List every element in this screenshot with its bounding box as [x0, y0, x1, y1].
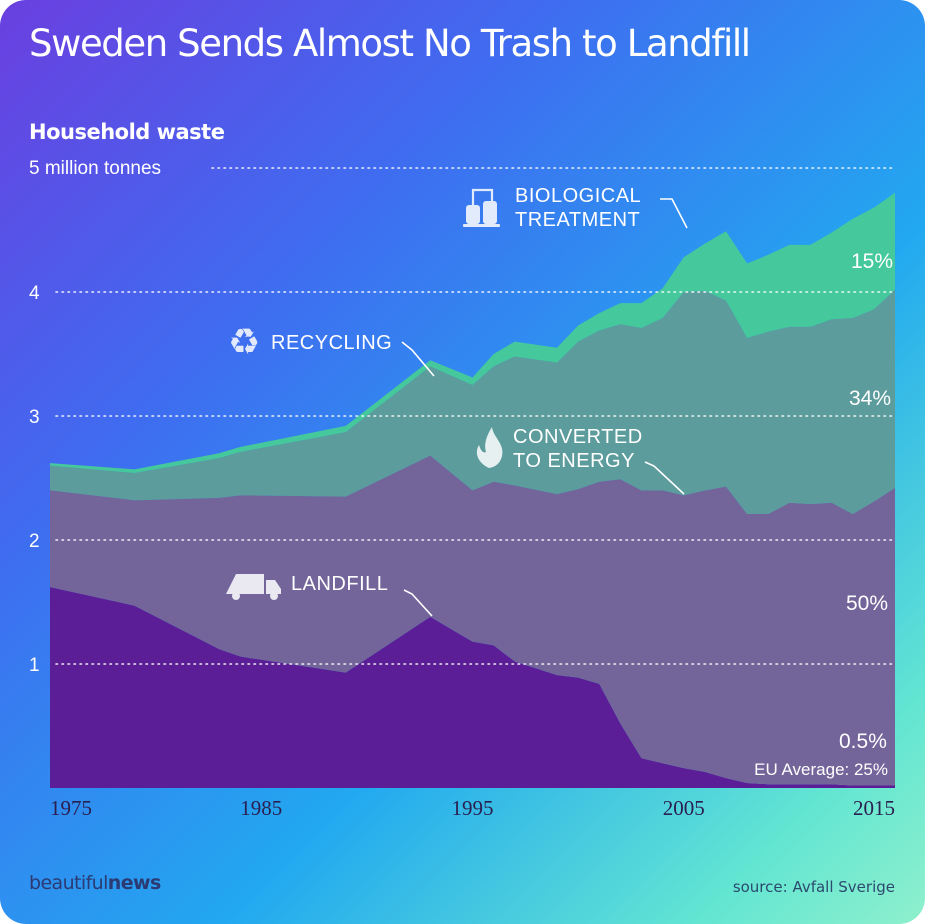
series-area-energy	[50, 455, 895, 786]
annotation-biological-line-1: BIOLOGICAL	[515, 185, 641, 207]
y-tick-label: 3	[29, 407, 40, 428]
annotation-energy-line-2: TO ENERGY	[513, 450, 635, 472]
annotation-landfill: LANDFILL	[226, 573, 433, 617]
series-area-landfill	[50, 587, 895, 788]
x-tick-label: 1985	[240, 796, 282, 820]
eu-average-label: EU Average: 25%	[754, 760, 888, 779]
annotation-biological-line-2: TREATMENT	[515, 209, 640, 231]
y-tick-label: 2	[29, 531, 40, 552]
y-tick-label: 1	[29, 655, 40, 676]
annotation-landfill-leader	[403, 589, 433, 617]
chart-subtitle: Household waste	[29, 120, 225, 144]
y-tick-label: 4	[29, 283, 40, 304]
source-credit: source: Avfall Sverige	[732, 878, 895, 896]
brand-logo: beautifulnews	[29, 872, 161, 894]
annotation-energy-leader	[644, 461, 685, 495]
x-tick-labels: 1975 1985 1995 2005 2015	[50, 796, 895, 820]
x-tick-label: 2005	[663, 796, 705, 820]
annotation-landfill-label: LANDFILL	[291, 573, 388, 595]
share-landfill-label: 0.5%	[839, 730, 887, 753]
tanks-icon	[463, 188, 500, 227]
share-recycling-label: 34%	[849, 387, 891, 410]
truck-icon	[226, 574, 281, 600]
flame-icon	[476, 427, 503, 468]
gridlines	[55, 167, 896, 665]
y-unit-label: 5 million tonnes	[29, 158, 161, 179]
series-area-recycling	[50, 289, 895, 514]
annotation-biological-leader	[660, 198, 688, 229]
annotation-recycling-leader	[401, 341, 435, 377]
share-biological-label: 15%	[851, 250, 893, 273]
recycle-icon: ♻	[228, 321, 260, 362]
annotation-recycling: ♻ RECYCLING	[228, 321, 435, 377]
x-tick-label: 1975	[50, 796, 92, 820]
series-area-biological	[50, 192, 895, 474]
annotation-converted-to-energy: CONVERTED TO ENERGY	[476, 426, 685, 495]
x-tick-label: 1995	[452, 796, 494, 820]
share-energy-label: 50%	[846, 592, 888, 615]
annotation-energy-line-1: CONVERTED	[513, 426, 643, 448]
annotation-biological-treatment: BIOLOGICAL TREATMENT	[463, 185, 688, 231]
annotation-recycling-label: RECYCLING	[271, 332, 392, 354]
area-layers	[50, 192, 895, 788]
x-tick-label: 2015	[853, 796, 895, 820]
chart-title: Sweden Sends Almost No Trash to Landfill	[29, 22, 751, 65]
y-tick-labels: 1 2 3 4	[29, 283, 40, 676]
